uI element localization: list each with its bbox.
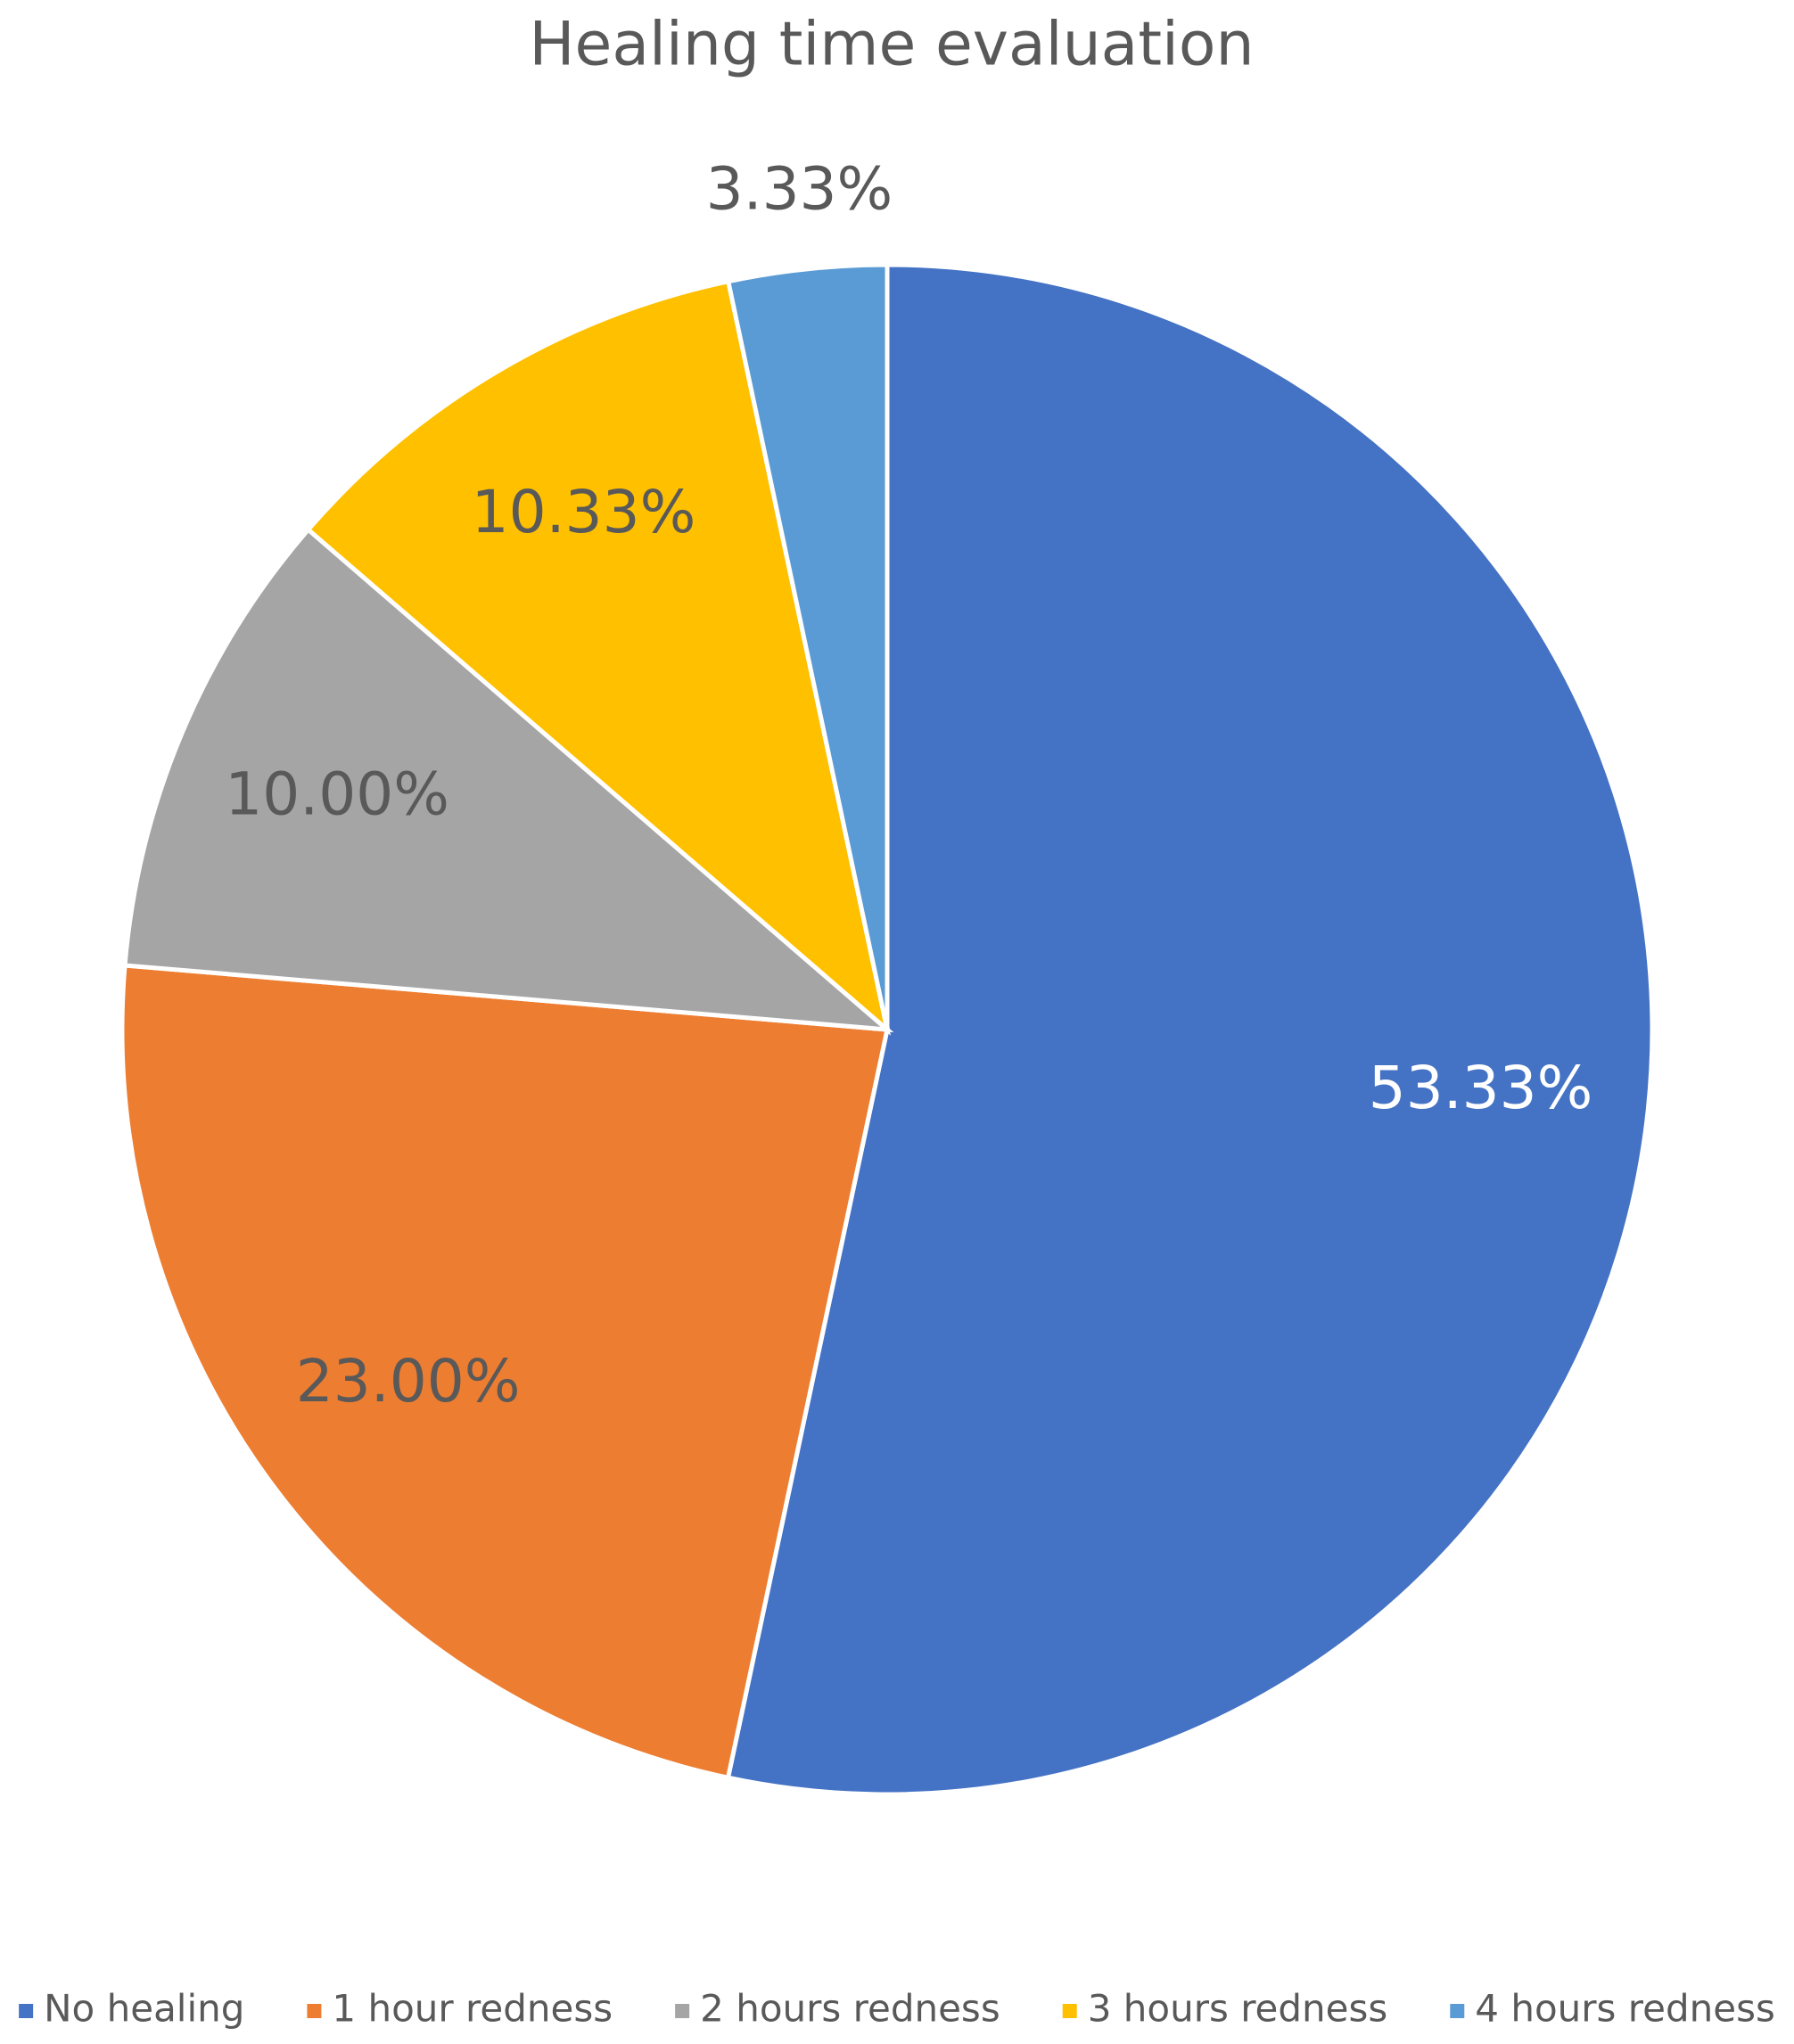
legend-marker [1450,2004,1465,2018]
pie-slice [725,262,890,1030]
pie-slice [305,278,891,1036]
pie-slice [119,963,891,1781]
legend: No healing 1 hour redness 2 hours redness 3… [19,1987,1775,2031]
data-label: 3.33% [706,154,893,223]
data-label: 53.33% [1369,1054,1593,1122]
data-label: 10.00% [225,760,449,829]
legend-marker [1062,2004,1077,2018]
legend-marker [675,2004,690,2018]
pie-slice [122,526,894,1033]
data-label: 10.33% [472,478,696,546]
legend-marker [307,2004,322,2018]
data-label: 23.00% [296,1347,521,1416]
legend-label: 3 hours redness [1088,1987,1388,2031]
legend-label: 1 hour redness [332,1987,613,2031]
pie-slice [725,262,1655,1797]
chart-title: Healing time evaluation [529,10,1254,80]
legend-label: 2 hours redness [700,1987,1000,2031]
legend-label: No healing [44,1987,244,2031]
legend-marker [19,2004,34,2018]
legend-label: 4 hours redness [1475,1987,1775,2031]
